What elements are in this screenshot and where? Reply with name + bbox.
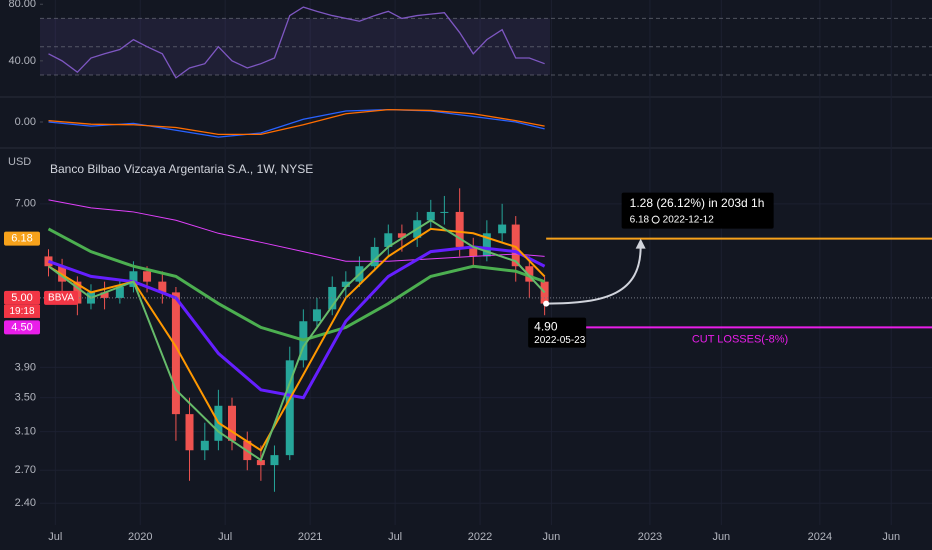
y-tick-label: 2.70 <box>15 464 36 476</box>
start-price: 4.90 <box>534 320 558 334</box>
price-badge <box>4 231 40 246</box>
start-date: 2022-05-23 <box>534 335 586 346</box>
x-tick-label: 2023 <box>638 531 662 543</box>
projection-arrow <box>546 246 642 305</box>
chart-title: Banco Bilbao Vizcaya Argentaria S.A., 1W… <box>50 162 313 176</box>
line <box>47 219 546 462</box>
x-tick-label: Jun <box>882 531 900 543</box>
x-tick-label: Jul <box>48 531 62 543</box>
candle-body <box>270 455 279 466</box>
candle-body <box>370 246 379 267</box>
candle-body <box>158 281 167 293</box>
candle-body <box>227 405 236 441</box>
countdown-badge <box>4 304 40 318</box>
candle-body <box>100 292 109 298</box>
candle-body <box>384 233 393 247</box>
price-badge-label: 4.50 <box>11 321 32 333</box>
candle-body <box>328 286 337 310</box>
candle-body <box>285 360 294 456</box>
y-tick-label: 7.00 <box>15 198 36 210</box>
y-tick-label: 80.00 <box>8 0 36 10</box>
y-tick-label: 3.90 <box>15 361 36 373</box>
clock-icon <box>651 215 660 224</box>
line <box>48 6 545 79</box>
candle-body <box>171 292 180 415</box>
x-tick-label: 2021 <box>298 531 322 543</box>
x-tick-label: Jul <box>218 531 232 543</box>
candle-body <box>200 440 209 451</box>
y-tick-label: 2.40 <box>15 497 36 509</box>
candle-body <box>115 286 124 298</box>
x-tick-label: Jun <box>543 531 561 543</box>
x-tick-label: 2022 <box>468 531 492 543</box>
x-tick-label: Jun <box>712 531 730 543</box>
candle-body <box>455 211 464 247</box>
line <box>48 108 545 136</box>
price-badge-label: 6.18 <box>11 233 32 245</box>
candle-body <box>540 281 549 304</box>
candle-body <box>440 211 449 213</box>
x-tick-label: 2020 <box>128 531 152 543</box>
start-box <box>528 317 587 348</box>
candle-body <box>129 271 138 287</box>
callout-price: 6.18 <box>630 214 650 225</box>
candle-body <box>312 309 321 322</box>
line <box>48 108 545 138</box>
x-tick-label: Jul <box>388 531 402 543</box>
level-text: CUT LOSSES(-8%) <box>692 333 788 345</box>
y-tick-label: 0.00 <box>15 116 36 128</box>
x-tick-label: 2024 <box>808 531 832 543</box>
candle-body <box>143 271 152 282</box>
line <box>48 199 545 262</box>
candle-body <box>341 281 350 287</box>
candle-body <box>397 233 406 238</box>
countdown-label: 19:18 <box>9 306 34 317</box>
candle-body <box>469 246 478 257</box>
candle-body <box>525 266 534 282</box>
y-tick-label: 40.00 <box>8 55 36 67</box>
price-badge-label: 5.00 <box>11 292 32 304</box>
ticker-label: BBVA <box>48 293 74 304</box>
callout-date: 2022-12-12 <box>663 214 715 225</box>
line <box>47 227 546 342</box>
candle-body <box>498 224 507 234</box>
callout-text: 1.28 (26.12%) in 203d 1h <box>630 196 765 210</box>
projection-start <box>543 300 550 307</box>
candle-body <box>482 233 491 257</box>
candle-body <box>185 414 194 451</box>
y-tick-label: 3.50 <box>15 392 36 404</box>
line <box>47 245 546 400</box>
arrow-head <box>635 238 646 249</box>
ticker-badge <box>44 290 78 305</box>
candle-body <box>511 224 520 267</box>
candle-body <box>426 211 435 221</box>
candle-body <box>256 460 265 466</box>
price-badge <box>4 290 40 305</box>
price-badge <box>4 320 40 335</box>
axis-label: USD <box>8 156 31 168</box>
y-tick-label: 3.10 <box>15 426 36 438</box>
